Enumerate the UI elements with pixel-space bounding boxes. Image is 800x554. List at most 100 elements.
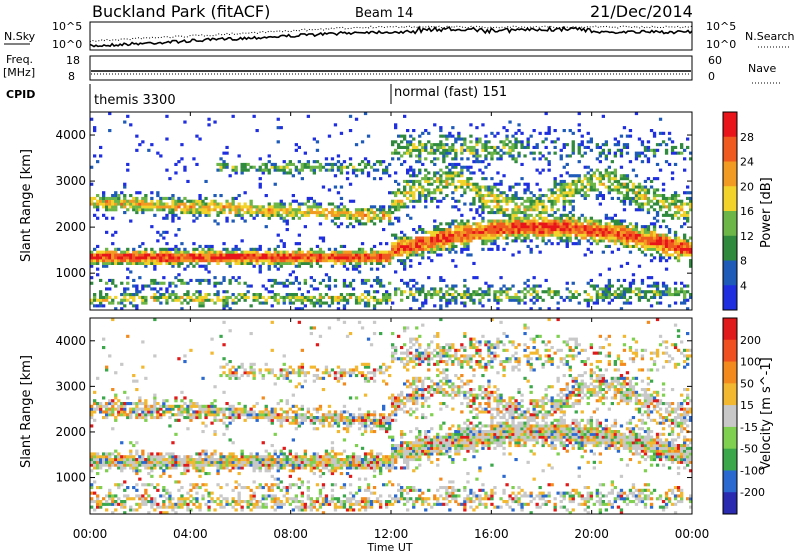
heatmap-cell (372, 278, 377, 282)
heatmap-cell (156, 410, 160, 414)
heatmap-cell (183, 460, 187, 464)
heatmap-cell (204, 264, 208, 268)
heatmap-cell (198, 293, 202, 297)
heatmap-cell (186, 259, 190, 263)
heatmap-cell (171, 407, 175, 411)
heatmap-cell (683, 148, 687, 152)
heatmap-cell (123, 502, 127, 506)
heatmap-cell (451, 145, 455, 149)
heatmap-cell (466, 230, 470, 234)
heatmap-cell (129, 458, 133, 462)
heatmap-cell (421, 131, 425, 135)
heatmap-cell (619, 199, 624, 203)
heatmap-cell (424, 188, 428, 192)
heatmap-cell (643, 230, 648, 234)
heatmap-cell (439, 222, 443, 226)
heatmap-cell (330, 259, 335, 263)
heatmap-cell (571, 179, 575, 183)
heatmap-cell (93, 491, 97, 495)
heatmap-cell (96, 404, 100, 408)
colorbar-segment (723, 112, 737, 138)
heatmap-cell (180, 208, 184, 212)
heatmap-cell (279, 253, 283, 257)
heatmap-cell (487, 293, 491, 297)
heatmap-cell (300, 177, 304, 181)
heatmap-cell (634, 202, 639, 206)
heatmap-cell (366, 293, 371, 297)
heatmap-cell (481, 216, 485, 220)
heatmap-cell (186, 505, 190, 509)
heatmap-cell (123, 410, 127, 414)
heatmap-cell (312, 165, 316, 169)
heatmap-cell (445, 228, 449, 232)
heatmap-cell (472, 298, 476, 302)
heatmap-cell (126, 253, 130, 257)
heatmap-cell (333, 174, 338, 178)
heatmap-cell (469, 295, 473, 299)
heatmap-cell (150, 247, 154, 251)
heatmap-cell (348, 253, 353, 257)
heatmap-cell (213, 430, 217, 434)
heatmap-cell (652, 202, 657, 206)
heatmap-cell (231, 404, 235, 408)
heatmap-cell (511, 295, 515, 299)
heatmap-cell (580, 182, 584, 186)
heatmap-cell (385, 213, 389, 217)
heatmap-cell (643, 253, 648, 257)
heatmap-cell (430, 196, 434, 200)
heatmap-cell (481, 242, 485, 246)
heatmap-cell (228, 452, 232, 456)
heatmap-cell (93, 154, 97, 158)
heatmap-cell (565, 242, 569, 246)
heatmap-cell (243, 162, 247, 166)
heatmap-cell (676, 236, 681, 240)
heatmap-cell (553, 191, 557, 195)
heatmap-cell (105, 458, 109, 462)
heatmap-cell (204, 267, 208, 271)
heatmap-cell (601, 182, 605, 186)
heatmap-cell (153, 404, 157, 408)
heatmap-cell (276, 267, 280, 271)
heatmap-cell (243, 168, 247, 172)
heatmap-cell (457, 230, 461, 234)
heatmap-cell (538, 213, 542, 217)
heatmap-cell (219, 205, 223, 209)
heatmap-cell (686, 242, 690, 246)
heatmap-cell (445, 174, 449, 178)
heatmap-cell (418, 191, 422, 195)
heatmap-cell (673, 293, 678, 297)
heatmap-cell (234, 376, 238, 380)
heatmap-cell (592, 219, 596, 223)
heatmap-cell (153, 502, 157, 506)
heatmap-cell (234, 295, 238, 299)
heatmap-cell (321, 295, 326, 299)
heatmap-cell (493, 134, 497, 138)
heatmap-cell (138, 458, 142, 462)
heatmap-cell (219, 250, 223, 254)
heatmap-cell (294, 293, 298, 297)
heatmap-cell (180, 261, 184, 265)
heatmap-cell (517, 219, 521, 223)
heatmap-cell (673, 287, 678, 291)
heatmap-cell (135, 250, 139, 254)
heatmap-cell (177, 253, 181, 257)
heatmap-cell (156, 290, 160, 294)
heatmap-cell (300, 261, 304, 265)
heatmap-cell (586, 182, 590, 186)
heatmap-cell (571, 148, 575, 152)
heatmap-cell (610, 171, 614, 175)
heatmap-cell (598, 233, 602, 237)
heatmap-cell (96, 502, 100, 506)
heatmap-cell (529, 307, 533, 311)
heatmap-cell (213, 276, 217, 280)
heatmap-cell (180, 301, 184, 305)
heatmap-cell (469, 298, 473, 302)
heatmap-cell (430, 160, 434, 164)
heatmap-cell (586, 165, 590, 169)
heatmap-cell (526, 230, 530, 234)
heatmap-cell (108, 202, 112, 206)
heatmap-cell (222, 371, 226, 375)
heatmap-cell (168, 259, 172, 263)
heatmap-cell (222, 455, 226, 459)
heatmap-cell (294, 168, 298, 172)
